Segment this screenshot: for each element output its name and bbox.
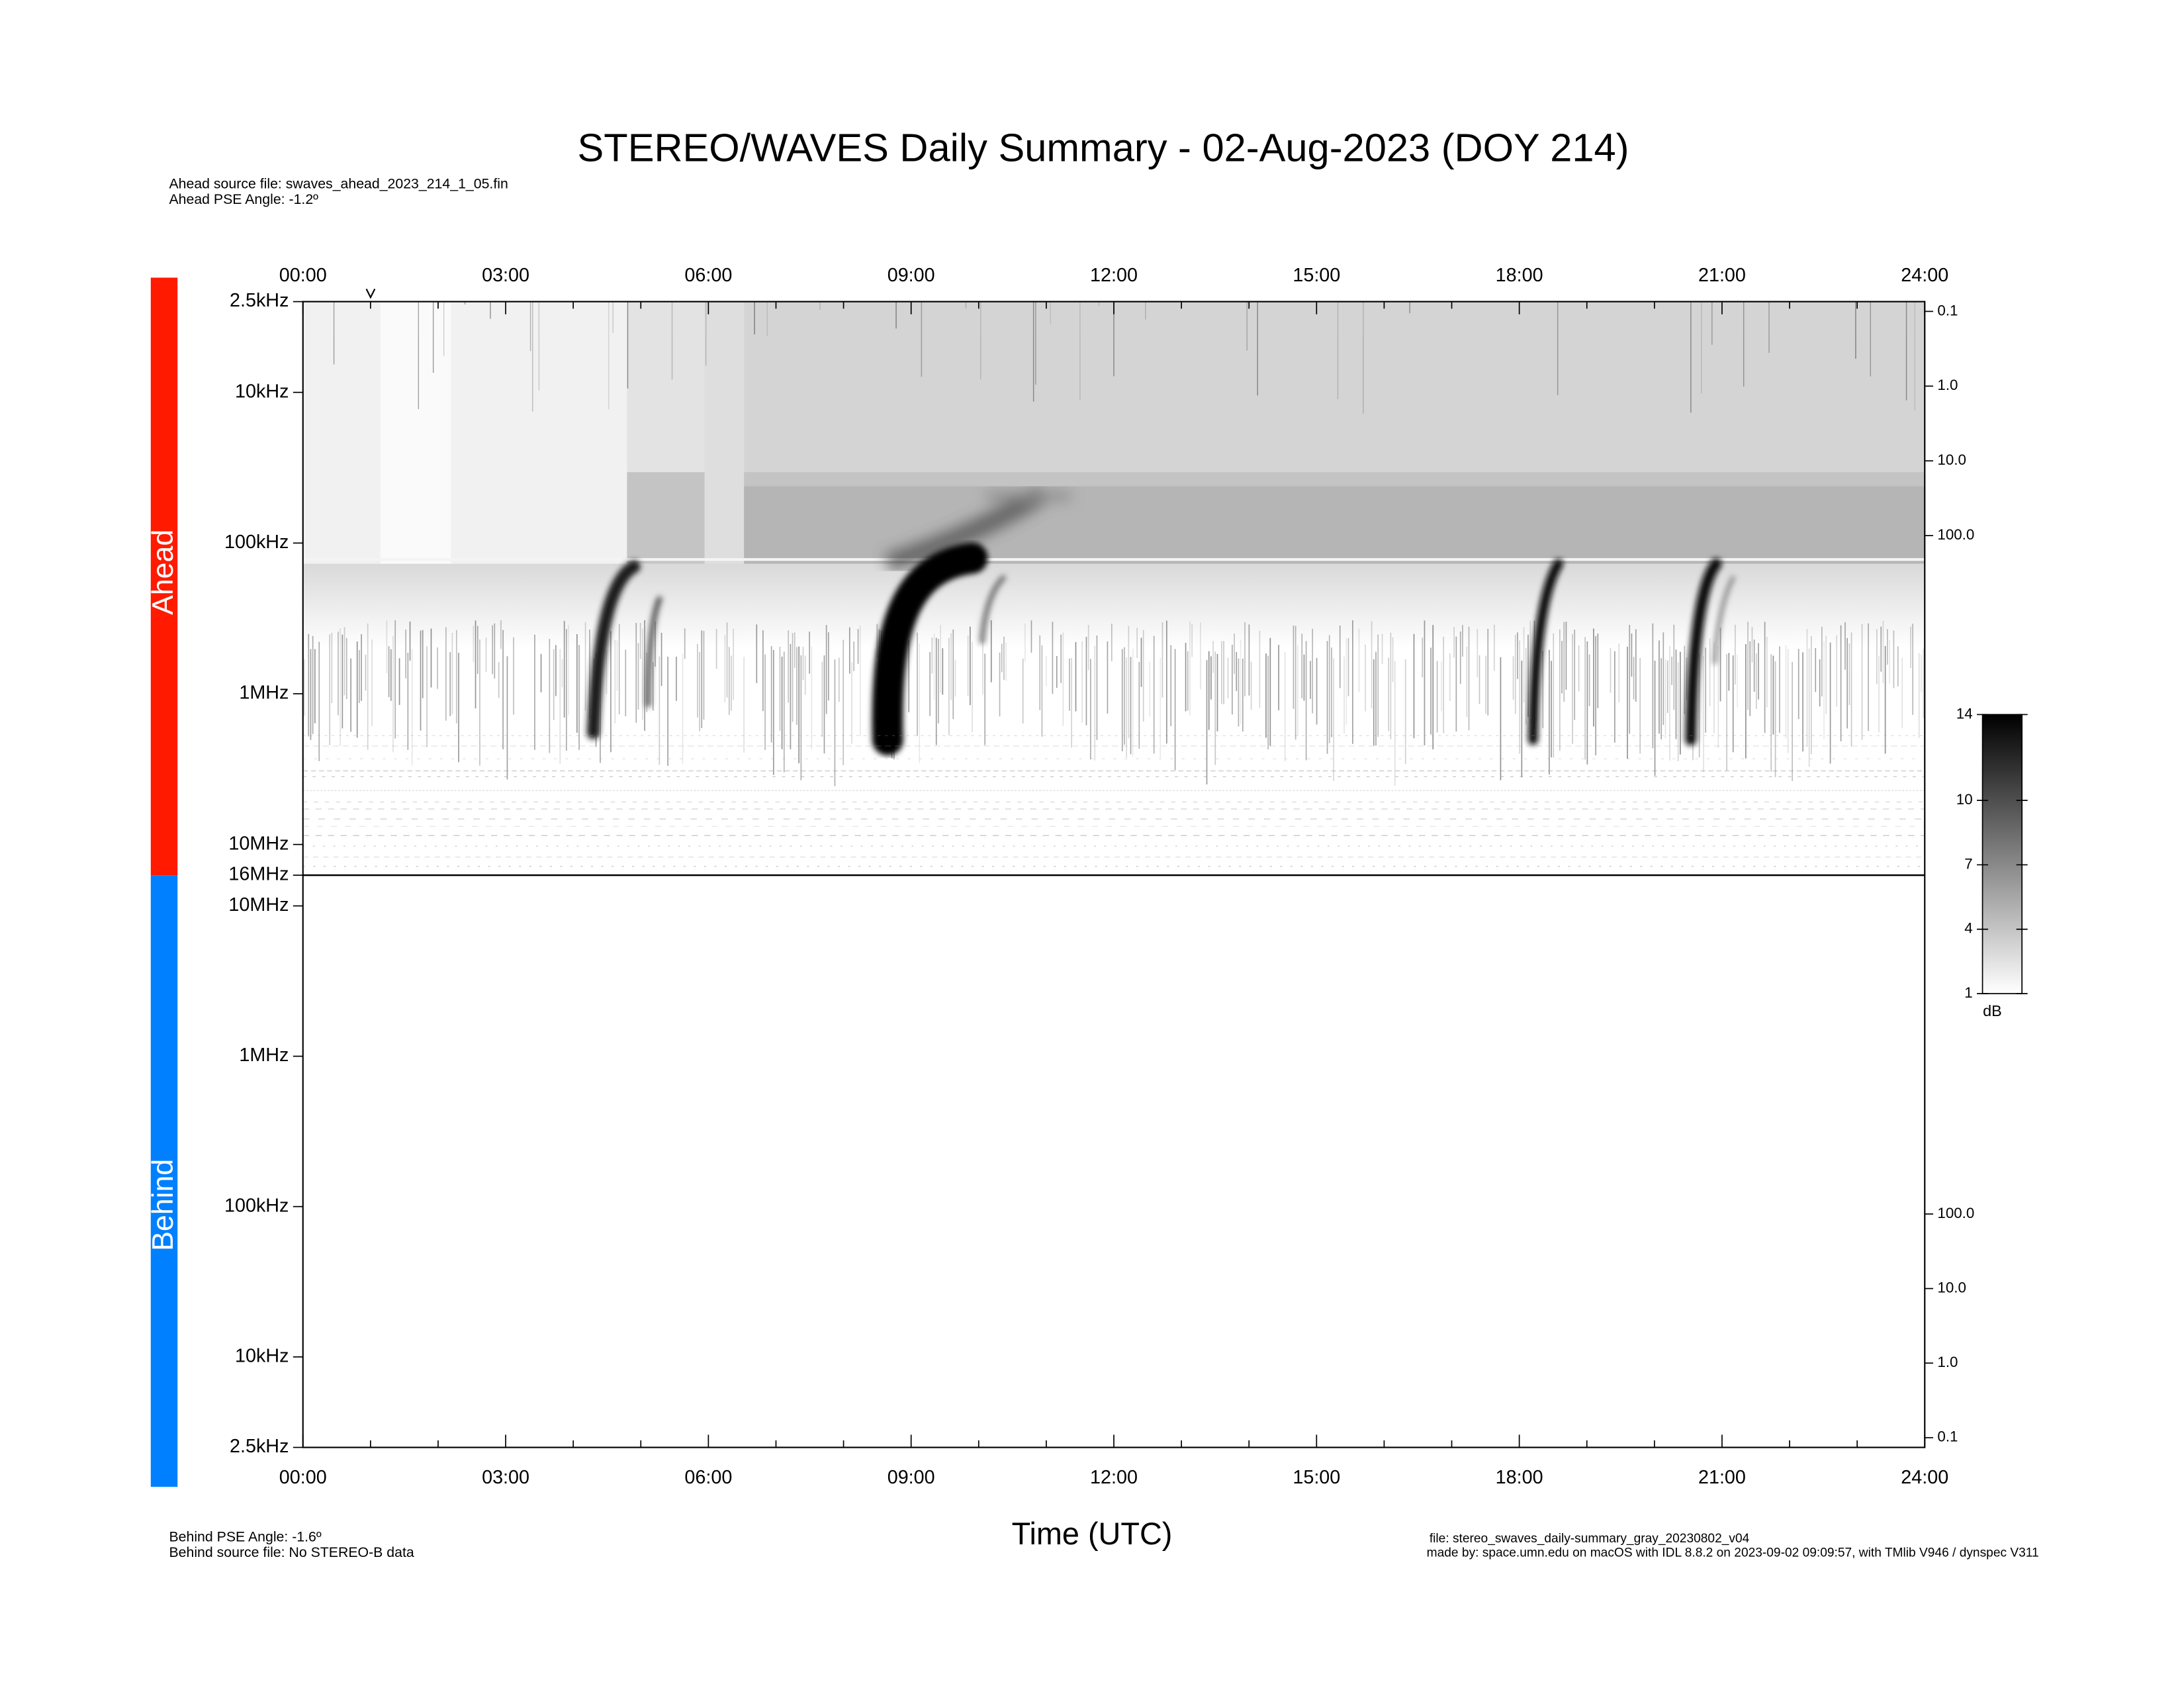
y2-tick-label: 1.0 [1937,1354,1958,1370]
colorbar-tick-label: 10 [1956,791,1973,808]
x-tick-label: 15:00 [1293,1467,1340,1488]
x-tick-label: 00:00 [279,265,327,286]
behind-bar [150,875,178,1487]
y-tick-label: 10MHz [228,833,289,854]
colorbar-tick-label: 7 [1964,855,1972,872]
header-text: Ahead PSE Angle: -1.2º [169,191,318,207]
footer-text: Behind source file: No STEREO-B data [169,1544,414,1560]
y-tick-label: 1MHz [239,682,289,704]
colorbar-tick-label: 1 [1964,984,1972,1001]
footer-text: made by: space.umn.edu on macOS with IDL… [1427,1546,2039,1560]
y2-tick-label: 100.0 [1937,1205,1974,1221]
y-tick-label: 10kHz [235,1345,289,1366]
ahead-bar [150,277,178,876]
y2-tick-label: 0.1 [1937,1429,1958,1445]
y-tick-label: 2.5kHz [230,290,289,311]
y-tick-label: 1MHz [239,1045,289,1066]
colorbar-tick-label: 4 [1964,920,1972,937]
y2-tick-label: 1.0 [1937,377,1958,393]
x-tick-label: 21:00 [1698,1467,1746,1488]
y2-tick-label: 10.0 [1937,1279,1966,1295]
y-tick-label: 100kHz [224,1195,289,1216]
x-tick-label: 24:00 [1901,1467,1948,1488]
x-tick-label: 00:00 [279,1467,327,1488]
colorbar-label: dB [1983,1002,2002,1019]
x-tick-label: 12:00 [1090,1467,1138,1488]
y-tick-label: 2.5kHz [230,1436,289,1457]
colorbar [1981,714,2023,994]
header-text: Ahead source file: swaves_ahead_2023_214… [169,176,508,192]
x-tick-label: 06:00 [684,265,732,286]
x-tick-label: 24:00 [1901,265,1948,286]
spectrogram-image [302,301,1925,867]
x-tick-label: 09:00 [887,265,935,286]
x-tick-label: 03:00 [482,1467,529,1488]
x-axis-title: Time (UTC) [1012,1517,1173,1551]
x-tick-label: 12:00 [1090,265,1138,286]
x-tick-label: 03:00 [482,265,529,286]
colorbar-tick-label: 14 [1956,705,1973,722]
y2-tick-label: 100.0 [1937,526,1974,543]
panel-label: Ahead [147,530,179,615]
x-tick-label: 18:00 [1496,265,1543,286]
marker [365,289,376,299]
y-tick-label: 10MHz [228,894,289,915]
x-tick-label: 21:00 [1698,265,1746,286]
y2-tick-label: 0.1 [1937,302,1958,318]
x-tick-label: 09:00 [887,1467,935,1488]
footer-text: Behind PSE Angle: -1.6º [169,1528,321,1544]
footer-text: file: stereo_swaves_daily-summary_gray_2… [1430,1532,1750,1546]
x-tick-label: 06:00 [684,1467,732,1488]
panel-label: Behind [147,1159,179,1251]
y-tick-label: 16MHz [228,864,289,885]
y-tick-label: 100kHz [224,532,289,553]
y-tick-label: 10kHz [235,381,289,402]
y2-tick-label: 10.0 [1937,451,1966,468]
chart-title: STEREO/WAVES Daily Summary - 02-Aug-2023… [578,126,1629,170]
x-tick-label: 15:00 [1293,265,1340,286]
x-tick-label: 18:00 [1496,1467,1543,1488]
